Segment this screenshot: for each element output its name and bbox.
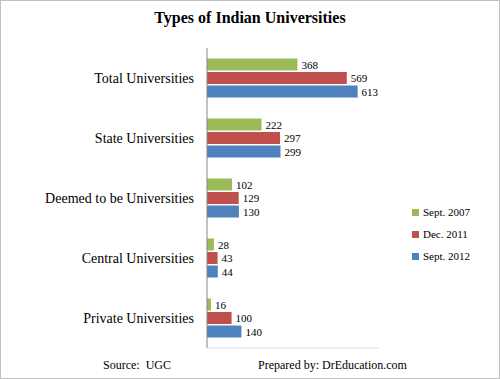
x-axis-line (207, 348, 379, 349)
bar (207, 179, 232, 191)
legend-swatch (412, 231, 419, 238)
chart-svg: Types of Indian Universities 368 222 102 28 1… (0, 0, 500, 379)
bar (207, 312, 232, 324)
data-label: 129 (243, 192, 260, 204)
bar (207, 86, 358, 98)
bar (207, 266, 218, 278)
bar (207, 299, 211, 311)
bar (207, 326, 241, 338)
data-label: 613 (362, 86, 379, 98)
legend-swatch (412, 253, 419, 260)
chart-title: Types of Indian Universities (154, 9, 345, 27)
y-axis-line (207, 48, 208, 348)
bar (207, 72, 347, 84)
category-label: Deemed to be Universities (45, 191, 194, 206)
bar (207, 132, 280, 144)
bar (207, 146, 280, 158)
bar (207, 206, 239, 218)
bar (207, 239, 214, 251)
chart-frame (1, 1, 500, 379)
category-label: State Universities (95, 131, 194, 146)
data-label: 130 (243, 206, 260, 218)
annotation: Source: UGC (103, 358, 171, 372)
category-label: Total Universities (94, 71, 194, 86)
data-label: 16 (215, 299, 227, 311)
data-label: 100 (236, 312, 253, 324)
annotation: Prepared by: DrEducation.com (258, 358, 408, 372)
data-label: 222 (266, 119, 283, 131)
category-label: Central Universities (82, 251, 194, 266)
legend-label: Dec. 2011 (423, 228, 468, 240)
data-label: 43 (222, 252, 234, 264)
data-label: 44 (222, 266, 234, 278)
legend-label: Sept. 2007 (423, 206, 471, 218)
legend-swatch (412, 209, 419, 216)
data-label: 140 (245, 326, 262, 338)
legend-label: Sept. 2012 (423, 250, 470, 262)
bar (207, 192, 239, 204)
chart-container: Types of Indian Universities 368 222 102 28 1… (0, 0, 500, 379)
bar (207, 119, 262, 131)
data-label: 368 (301, 59, 318, 71)
bar (207, 59, 297, 71)
category-label: Private Universities (83, 311, 194, 326)
data-label: 297 (284, 132, 301, 144)
bars (207, 59, 358, 338)
data-label: 299 (284, 146, 301, 158)
data-label: 28 (218, 239, 230, 251)
data-label: 569 (351, 72, 368, 84)
data-label: 102 (236, 179, 253, 191)
bar (207, 252, 218, 264)
